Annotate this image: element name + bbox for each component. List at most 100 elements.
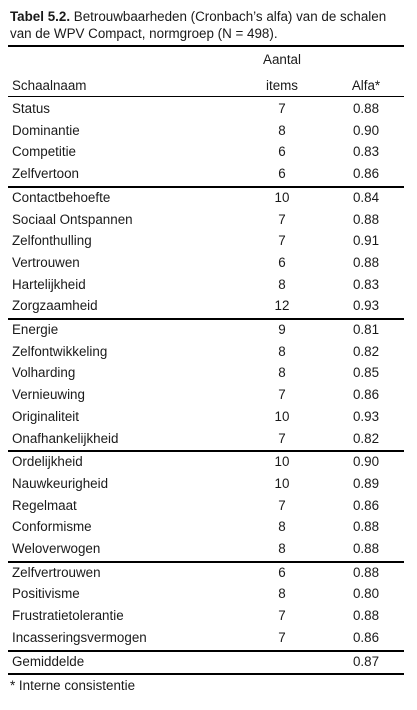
- scale-name-cell: Vertrouwen: [12, 254, 80, 270]
- bottom-rule: [8, 673, 404, 676]
- scale-name-cell: Positivisme: [12, 586, 80, 602]
- scale-name-cell: Weloverwogen: [12, 541, 101, 556]
- alfa-value-cell: 0.88: [352, 541, 380, 556]
- items-count-cell: 6: [278, 564, 286, 580]
- alfa-value-cell: 0.90: [352, 122, 380, 138]
- alfa-value-cell: 0.93: [352, 408, 380, 424]
- table-row: Competitie 6 0.83: [8, 141, 404, 163]
- scale-name-cell: Nauwkeurigheid: [12, 475, 109, 491]
- header-items-line2: items: [266, 78, 298, 93]
- items-count-cell: 7: [278, 387, 286, 403]
- scale-name-cell: Status: [12, 101, 50, 116]
- items-count-cell: 8: [278, 519, 286, 535]
- scale-name-cell: Competitie: [12, 144, 77, 160]
- table-row: Status 7 0.88: [8, 98, 404, 120]
- scale-name-cell: Zelfontwikkeling: [12, 343, 108, 359]
- items-count-cell: 8: [278, 276, 286, 292]
- items-count-cell: 7: [278, 629, 286, 645]
- alfa-value-cell: 0.83: [352, 276, 380, 292]
- table-row: Hartelijkheid 8 0.83: [8, 274, 404, 296]
- items-count-cell: 10: [274, 408, 290, 424]
- footnote: * Interne consistentie: [10, 678, 136, 693]
- table-row: Zorgzaamheid 12 0.93: [8, 295, 404, 317]
- items-count-cell: 7: [278, 430, 286, 446]
- items-count-cell: 7: [278, 233, 286, 249]
- scale-name-cell: Volharding: [12, 365, 76, 381]
- table-row: Zelfontwikkeling 8 0.82: [8, 341, 404, 363]
- alfa-value-cell: 0.88: [352, 608, 380, 624]
- group-separator-rule: [8, 450, 404, 453]
- table-row: Conformisme 8 0.88: [8, 516, 404, 538]
- alfa-value-cell: 0.88: [352, 254, 380, 270]
- scale-name-cell: Dominantie: [12, 122, 80, 138]
- alfa-value-cell: 0.86: [352, 497, 380, 513]
- items-count-cell: 8: [278, 122, 286, 138]
- table-row: Originaliteit 10 0.93: [8, 406, 404, 428]
- table-row: Positivisme 8 0.80: [8, 583, 404, 605]
- table-row: Frustratietolerantie 7 0.88: [8, 605, 404, 627]
- items-count-cell: 7: [278, 211, 286, 227]
- table-row: Incasseringsvermogen 7 0.86: [8, 627, 404, 649]
- scale-name-cell: Sociaal Ontspannen: [12, 211, 133, 227]
- header-alfa: Alfa*: [351, 78, 381, 93]
- items-count-cell: 7: [278, 608, 286, 624]
- items-count-cell: 12: [274, 298, 290, 314]
- table-row: Contactbehoefte 10 0.84: [8, 187, 404, 209]
- header-rule: [8, 96, 404, 97]
- items-count-cell: 8: [278, 343, 286, 359]
- table-row: Dominantie 8 0.90: [8, 120, 404, 142]
- top-rule: [8, 45, 404, 47]
- scale-name-cell: Ordelijkheid: [12, 454, 83, 470]
- alfa-value-cell: 0.93: [352, 298, 380, 314]
- items-count-cell: 10: [274, 189, 290, 205]
- scale-name-cell: Zelfvertoon: [12, 166, 79, 182]
- scale-name-cell: Frustratietolerantie: [12, 608, 124, 624]
- scale-name-cell: Regelmaat: [12, 497, 77, 513]
- alfa-value-cell: 0.88: [352, 519, 380, 535]
- scale-name-cell: Contactbehoefte: [12, 189, 111, 205]
- items-count-cell: 8: [278, 586, 286, 602]
- items-count-cell: 9: [278, 322, 286, 337]
- alfa-value-cell: 0.82: [352, 430, 380, 446]
- alfa-value-cell: 0.80: [352, 586, 380, 602]
- alfa-value-cell: 0.88: [352, 101, 380, 116]
- scale-name-cell: Onafhankelijkheid: [12, 430, 119, 446]
- items-count-cell: 8: [278, 541, 286, 556]
- alfa-value-cell: 0.82: [352, 343, 380, 359]
- scale-name-cell: Zorgzaamheid: [12, 298, 98, 314]
- header-scale-name: Schaalnaam: [12, 78, 87, 93]
- alfa-value-cell: 0.91: [352, 233, 380, 249]
- items-count-cell: 10: [274, 475, 290, 491]
- table-row: Gemiddelde 0.87: [8, 651, 404, 673]
- group-separator-rule: [8, 318, 404, 320]
- table-row: Nauwkeurigheid 10 0.89: [8, 473, 404, 495]
- table-caption: Tabel 5.2. Betrouwbaarheden (Cronbach’s …: [10, 8, 405, 42]
- table-row: Zelfvertrouwen 6 0.88: [8, 562, 404, 584]
- caption-label: Tabel 5.2.: [10, 9, 71, 24]
- scale-name-cell: Incasseringsvermogen: [12, 629, 147, 645]
- scale-name-cell: Hartelijkheid: [12, 276, 86, 292]
- alfa-value-cell: 0.87: [352, 653, 380, 669]
- scale-name-cell: Energie: [12, 322, 59, 337]
- alfa-value-cell: 0.84: [352, 189, 380, 205]
- alfa-value-cell: 0.88: [352, 211, 380, 227]
- alfa-value-cell: 0.81: [352, 322, 380, 337]
- caption-text: Betrouwbaarheden (Cronbach’s alfa) van d…: [10, 9, 387, 41]
- table-row: Zelfonthulling 7 0.91: [8, 230, 404, 252]
- group-separator-rule: [8, 560, 404, 563]
- group-separator-rule: [8, 185, 404, 188]
- scale-name-cell: Zelfvertrouwen: [12, 564, 101, 580]
- table-row: Ordelijkheid 10 0.90: [8, 451, 404, 473]
- alfa-value-cell: 0.86: [352, 387, 380, 403]
- alfa-value-cell: 0.85: [352, 365, 380, 381]
- items-count-cell: 6: [278, 254, 286, 270]
- scale-name-cell: Zelfonthulling: [12, 233, 92, 249]
- scale-name-cell: Conformisme: [12, 519, 92, 535]
- items-count-cell: 7: [278, 497, 286, 513]
- table-row: Regelmaat 7 0.86: [8, 495, 404, 517]
- scale-name-cell: Gemiddelde: [12, 653, 85, 669]
- alfa-value-cell: 0.90: [352, 454, 380, 470]
- items-count-cell: 8: [278, 365, 286, 381]
- alfa-value-cell: 0.88: [352, 564, 380, 580]
